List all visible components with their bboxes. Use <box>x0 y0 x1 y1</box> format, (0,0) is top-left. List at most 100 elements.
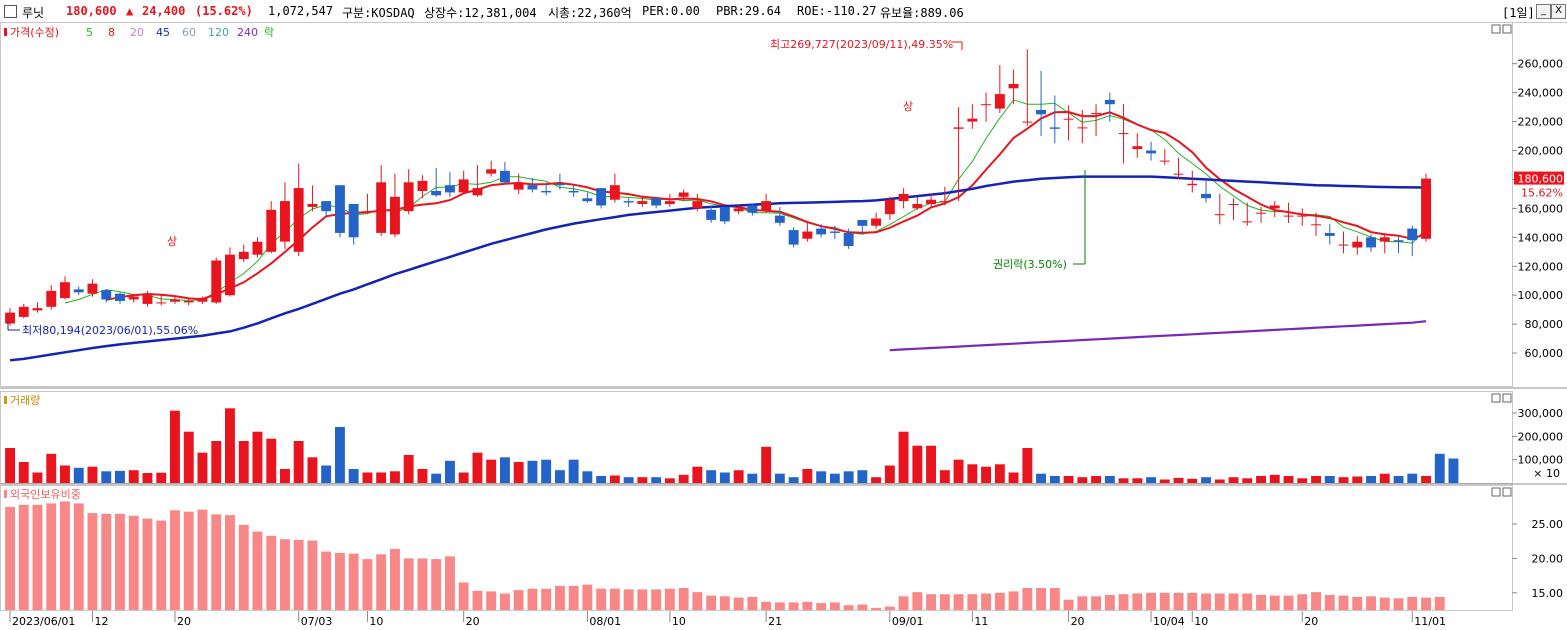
legend-ma240: 240 <box>237 26 258 39</box>
volume-bar <box>981 466 991 483</box>
candle-body <box>335 185 345 233</box>
candle-body <box>280 201 290 242</box>
candle-body <box>1366 237 1376 248</box>
foreign-bar <box>170 510 180 610</box>
volume-bar <box>1063 476 1074 483</box>
price-tick-label: 140,000 <box>1518 231 1564 244</box>
current-price-pct: 15.62% <box>1521 187 1563 200</box>
volume-bars <box>5 408 1459 483</box>
legend-ma20: 20 <box>130 26 144 39</box>
minimize-button[interactable]: _ <box>1536 4 1551 19</box>
candle-body <box>1173 173 1184 175</box>
price-change-pct: (15.62%) <box>195 4 253 18</box>
price-tick-label: 240,000 <box>1518 87 1564 100</box>
volume-bar <box>1228 477 1239 483</box>
foreign-bar <box>623 589 634 610</box>
foreign-bar <box>197 509 208 610</box>
candle-body <box>1352 241 1363 248</box>
volume-bar <box>843 471 854 483</box>
foreign-tick-label: 20.00 <box>1532 552 1564 565</box>
foreign-bar <box>802 601 813 611</box>
candle-body <box>678 192 689 197</box>
volume-bar <box>362 472 373 483</box>
stock-header: 루닛 180,600 ▲ 24,400 (15.62%) 1,072,547 구… <box>0 0 1567 23</box>
foreign-title-swatch <box>4 490 7 498</box>
foreign-bar <box>46 503 57 610</box>
foreign-bar <box>1159 592 1170 610</box>
foreign-bar <box>87 513 98 610</box>
candle-body <box>1228 204 1239 205</box>
candle-body <box>609 185 620 200</box>
volume-bar <box>458 472 469 483</box>
period-selector[interactable]: [1일] <box>1502 6 1535 20</box>
candle-body <box>362 211 373 213</box>
candle-body <box>32 308 43 311</box>
foreign-bar <box>596 588 607 610</box>
volume-bar <box>321 465 332 483</box>
close-button[interactable]: X <box>1551 4 1566 19</box>
candle-body <box>252 241 263 255</box>
x-tick-label: 20 <box>1304 615 1318 628</box>
candle-body <box>101 290 112 300</box>
volume-bar <box>582 471 593 483</box>
volume-bar <box>32 472 43 483</box>
price-tick-label: 120,000 <box>1518 260 1564 273</box>
candle-body <box>967 118 978 122</box>
x-tick-label: 10 <box>1194 615 1208 628</box>
volume-bar <box>816 471 827 483</box>
trade-volume: 1,072,547 <box>268 4 334 18</box>
price-panel-buttons[interactable] <box>1491 24 1512 497</box>
foreign-bar <box>390 548 400 610</box>
volume-bar <box>1324 476 1335 483</box>
foreign-bar <box>1173 592 1184 610</box>
volume-bar <box>417 469 428 483</box>
volume-bar <box>527 460 538 483</box>
volume-bar <box>1407 473 1418 483</box>
volume-bar <box>5 448 15 483</box>
foreign-bar <box>1434 596 1445 610</box>
x-tick-label: 20 <box>177 615 191 628</box>
legend: 가격(수정) 5 8 20 45 60 120 240 락 <box>4 26 274 39</box>
price-tick-label: 200,000 <box>1518 145 1564 158</box>
volume-bar <box>912 445 923 483</box>
price-tick-label: 100,000 <box>1518 289 1564 302</box>
ma240-line <box>889 320 1427 352</box>
foreign-bar <box>32 504 43 610</box>
foreign-bar <box>733 597 744 610</box>
select-checkbox[interactable] <box>4 5 17 18</box>
candle-body <box>321 201 332 212</box>
candle-body <box>1036 110 1046 115</box>
x-tick-label: 20 <box>466 615 480 628</box>
candle-body <box>238 251 249 259</box>
ma45-line <box>9 175 1427 362</box>
reserve-ratio: 유보율:889.06 <box>880 6 964 20</box>
volume-tick-label: 100,000 <box>1518 454 1564 467</box>
current-price-box <box>1514 171 1564 185</box>
foreign-bar <box>1338 595 1349 610</box>
volume-bar <box>802 469 813 483</box>
rights-annotation: 권리락(3.50%) <box>993 258 1067 271</box>
candle-body <box>719 206 730 222</box>
current-price-label: 180,600 <box>1518 173 1564 186</box>
volume-bar <box>761 446 772 483</box>
foreign-bar <box>1049 588 1060 610</box>
candle-body <box>912 204 923 209</box>
volume-bar <box>678 474 689 483</box>
candle-body <box>142 295 153 304</box>
volume-bar <box>1132 478 1143 483</box>
volume-bar <box>1091 476 1101 483</box>
volume-bar <box>568 459 579 483</box>
moving-average-lines <box>9 99 1427 362</box>
candle-body <box>128 296 139 300</box>
foreign-bar <box>211 514 222 610</box>
price-tick-label: 80,000 <box>1525 318 1564 331</box>
candle-body <box>637 201 648 204</box>
foreign-bar <box>128 515 139 610</box>
candle-body <box>1091 112 1101 114</box>
foreign-bar <box>458 582 469 610</box>
volume-bar <box>1448 458 1459 483</box>
candle-body <box>1008 84 1019 89</box>
candle-body <box>1146 150 1156 154</box>
foreign-bar <box>266 535 277 611</box>
legend-ma120: 120 <box>208 26 229 39</box>
